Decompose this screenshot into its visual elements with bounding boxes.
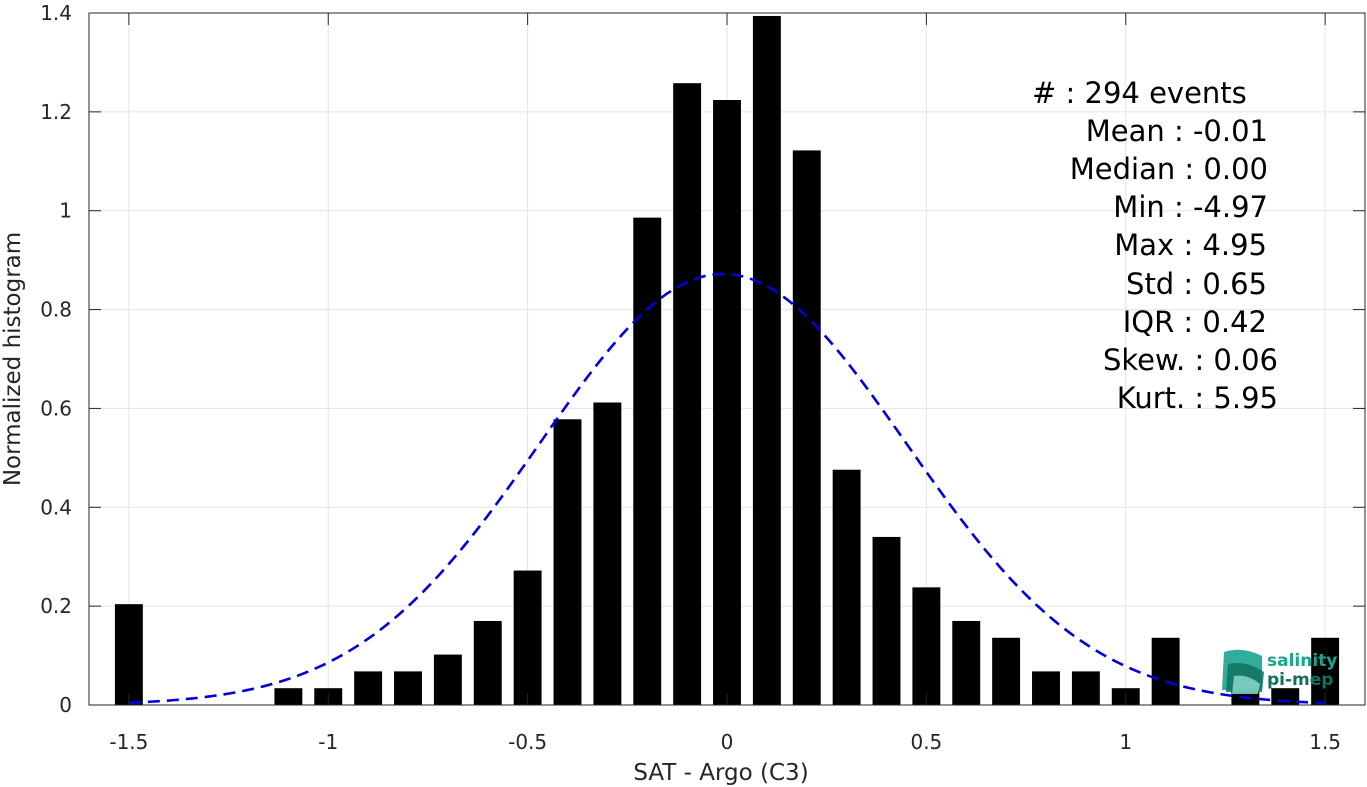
stat-count: # : 294 events — [1032, 76, 1247, 110]
histogram-bar — [912, 587, 941, 705]
y-tick-label: 0.2 — [40, 594, 72, 618]
histogram-bar — [832, 469, 861, 705]
statistics-annotation: # : 294 events Mean : -0.01 Median : 0.0… — [1032, 76, 1278, 415]
x-tick-label: 0.5 — [910, 730, 942, 754]
wave-logo-icon — [1222, 649, 1264, 694]
histogram-bar — [553, 419, 582, 705]
y-tick-label: 1 — [59, 199, 72, 223]
histogram-bar — [513, 570, 542, 705]
x-tick-label: -0.5 — [508, 730, 547, 754]
y-tick-label: 1.2 — [40, 100, 72, 124]
x-tick-label: -1.5 — [109, 730, 148, 754]
histogram-bar — [952, 620, 981, 705]
y-tick-labels: 0 0.2 0.4 0.6 0.8 1 1.2 1.4 — [40, 1, 72, 717]
histogram-bar — [1071, 671, 1100, 705]
histogram-bar — [1271, 688, 1300, 705]
histogram-bar — [1151, 637, 1180, 705]
histogram-bar — [433, 654, 462, 705]
logo-text-salinity: salinity — [1267, 651, 1337, 671]
histogram-bar — [992, 637, 1021, 705]
histogram-bar — [593, 402, 622, 705]
histogram-bar — [354, 671, 383, 705]
stat-skew: Skew. : 0.06 — [1103, 343, 1278, 377]
axis-ticks — [89, 12, 1365, 706]
salinity-pi-mep-logo: salinity pi-mep — [1222, 649, 1337, 694]
histogram-bar — [1032, 671, 1060, 705]
y-axis-title: Normalized histogram — [0, 232, 26, 486]
y-tick-label: 0 — [59, 693, 72, 717]
logo-text-pi-mep: pi-mep — [1267, 670, 1333, 690]
stat-mean: Mean : -0.01 — [1086, 114, 1268, 148]
histogram-bar — [114, 604, 143, 705]
stat-iqr: IQR : 0.42 — [1123, 305, 1267, 339]
x-tick-label: 0 — [721, 730, 734, 754]
x-tick-label: -1 — [318, 730, 338, 754]
stat-max: Max : 4.95 — [1114, 228, 1267, 262]
histogram-bar — [473, 620, 502, 705]
histogram-bar — [633, 217, 662, 706]
stat-median: Median : 0.00 — [1070, 152, 1268, 186]
stat-std: Std : 0.65 — [1126, 267, 1267, 301]
stat-kurt: Kurt. : 5.95 — [1117, 381, 1278, 415]
x-tick-labels: -1.5 -1 -0.5 0 0.5 1 1.5 — [109, 730, 1341, 754]
x-axis-title: SAT - Argo (C3) — [633, 760, 808, 786]
histogram-bar — [673, 83, 702, 705]
y-tick-label: 0.4 — [40, 495, 72, 519]
y-tick-label: 0.8 — [40, 298, 72, 322]
x-tick-label: 1.5 — [1309, 730, 1341, 754]
histogram-bar — [394, 671, 422, 705]
stat-min: Min : -4.97 — [1113, 190, 1268, 224]
y-tick-label: 1.4 — [40, 1, 72, 25]
histogram-bar — [792, 150, 821, 705]
histogram-bar — [713, 99, 741, 706]
histogram-bar — [872, 536, 901, 705]
histogram-bar — [752, 15, 781, 706]
x-tick-label: 1 — [1119, 730, 1132, 754]
histogram-bar — [274, 688, 303, 705]
y-tick-label: 0.6 — [40, 396, 72, 420]
